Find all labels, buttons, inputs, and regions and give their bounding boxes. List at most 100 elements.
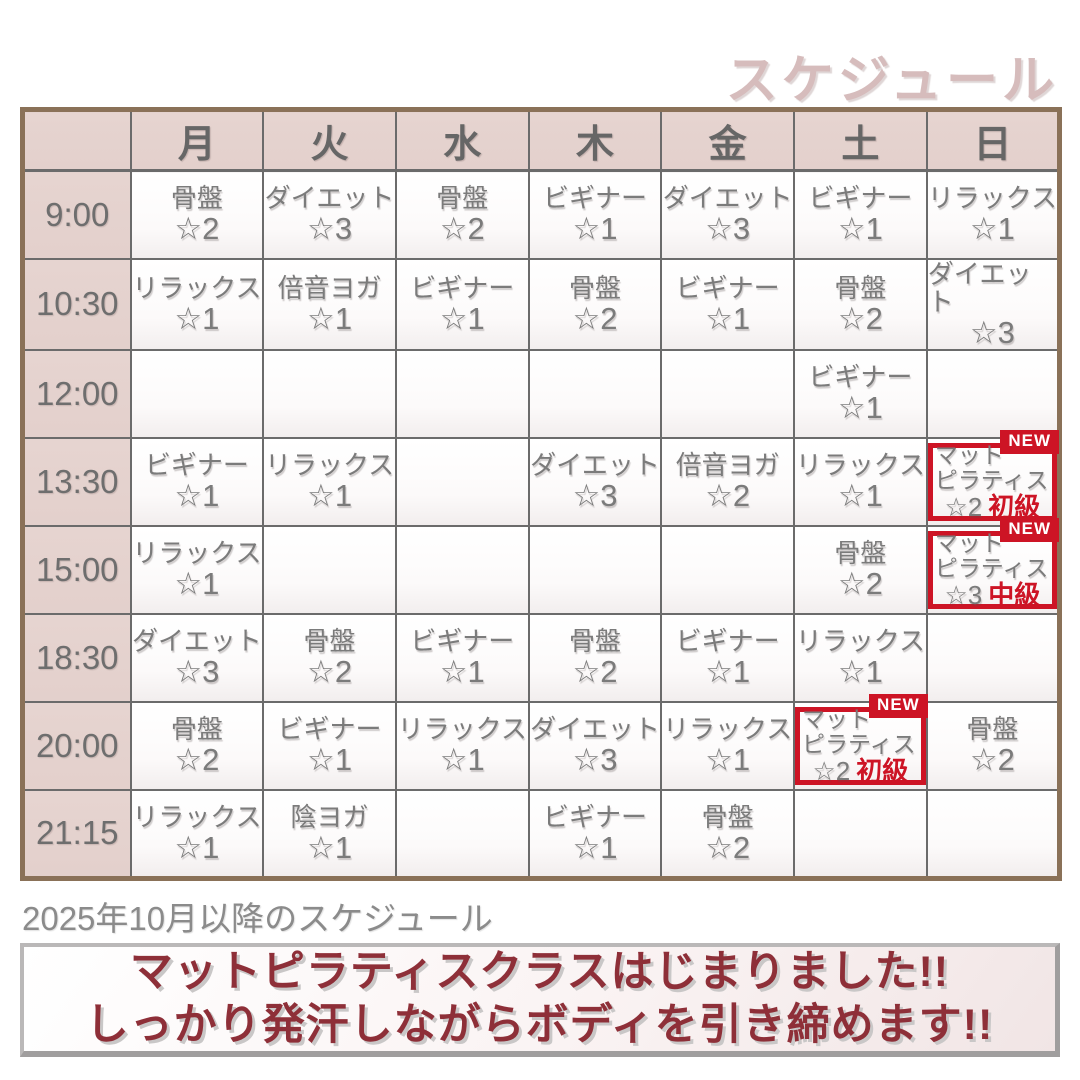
- class-cell: リラックス ☆1: [262, 437, 397, 528]
- class-name: マット: [802, 706, 872, 733]
- class-level: 初級: [988, 491, 1041, 522]
- class-stars: ☆3: [705, 211, 751, 247]
- class-stars: ☆1: [837, 654, 883, 690]
- class-cell: 骨盤 ☆2: [793, 257, 928, 352]
- class-name: 骨盤: [834, 538, 887, 569]
- class-name: ビギナー: [675, 272, 780, 303]
- class-name: ピラティス: [934, 467, 1049, 494]
- class-cell: ダイエット ☆3: [925, 257, 1061, 352]
- class-cell: 骨盤 ☆2: [527, 613, 663, 704]
- class-cell: ダイエット ☆3: [262, 169, 397, 260]
- class-name: ダイエット: [662, 182, 793, 213]
- promo-line-2: しっかり発汗しながらボディを引き締めます!!: [85, 1001, 994, 1049]
- class-cell: ビギナー ☆1: [793, 349, 928, 440]
- class-cell: ダイエット ☆3: [527, 437, 663, 528]
- class-name: リラックス: [264, 450, 395, 481]
- empty-cell: [262, 525, 397, 616]
- time-label: 15:00: [21, 525, 132, 616]
- schedule-body: 9:00 骨盤 ☆2 ダイエット ☆3 骨盤 ☆2 ビギナー ☆1 ダイエット ☆3 ビギナー ☆1 リラ…: [21, 169, 1061, 880]
- class-stars: ☆2: [705, 478, 751, 514]
- class-stars: ☆1: [705, 654, 751, 690]
- class-name: ダイエット: [264, 182, 395, 213]
- class-cell: NEW マット ピラティス ☆2 初級: [793, 694, 928, 792]
- page-title: スケジュール: [725, 52, 1058, 110]
- empty-cell: [394, 349, 530, 440]
- class-name: ダイエット: [530, 450, 660, 481]
- class-stars: ☆2: [307, 654, 353, 690]
- class-stars: ☆1: [174, 829, 220, 865]
- table-row: 13:30 ビギナー ☆1 リラックス ☆1 ダイエット ☆3 倍音ヨガ ☆2 リラックス ☆1 NE…: [21, 430, 1061, 528]
- class-cell: ビギナー ☆1: [660, 257, 796, 352]
- class-stars: ☆1: [572, 829, 618, 865]
- class-name: マット: [934, 442, 1004, 469]
- day-header: 水: [394, 108, 530, 172]
- class-name: リラックス: [397, 714, 527, 745]
- class-stars: ☆2: [837, 300, 883, 336]
- class-name: ビギナー: [808, 362, 913, 393]
- table-row: 18:30 ダイエット ☆3 骨盤 ☆2 ビギナー ☆1 骨盤 ☆2 ビギナー ☆1 リラックス ☆1: [21, 613, 1061, 704]
- promo-banner: マットピラティスクラスはじまりました!! しっかり発汗しながらボディを引き締めま…: [20, 943, 1060, 1057]
- class-stars: ☆1: [837, 478, 883, 514]
- class-name: 骨盤: [568, 626, 621, 657]
- class-stars: ☆2: [572, 654, 618, 690]
- schedule-caption: 2025年10月以降のスケジュール: [22, 900, 493, 937]
- day-header: 金: [660, 108, 796, 172]
- class-stars: ☆1: [439, 300, 485, 336]
- promo-line-1: マットピラティスクラスはじまりました!!: [129, 948, 950, 997]
- empty-cell: [527, 525, 663, 616]
- class-name: リラックス: [663, 714, 793, 745]
- class-name: ビギナー: [410, 626, 515, 657]
- class-name: 骨盤: [303, 626, 356, 657]
- class-cell: ビギナー ☆1: [527, 169, 663, 260]
- class-name: 倍音ヨガ: [277, 272, 382, 303]
- class-stars: ☆2: [439, 211, 485, 247]
- class-stars: ☆3: [572, 742, 618, 778]
- class-cell: 骨盤 ☆2: [394, 169, 530, 260]
- empty-cell: [925, 789, 1061, 880]
- class-cell: NEW マット ピラティス ☆2 初級: [925, 430, 1061, 528]
- class-name: ビギナー: [808, 182, 913, 213]
- class-stars: ☆1: [837, 390, 883, 426]
- class-name: 骨盤: [568, 272, 621, 303]
- class-stars: ☆1: [705, 300, 751, 336]
- class-stars: ☆2: [572, 300, 618, 336]
- class-stars: ☆2 初級: [812, 755, 909, 786]
- table-row: 15:00 リラックス ☆1 骨盤 ☆2 NEW マット ピラティス ☆3 中級: [21, 518, 1061, 616]
- time-label: 12:00: [21, 349, 132, 440]
- class-cell: ダイエット ☆3: [527, 701, 663, 792]
- new-badge: NEW: [869, 694, 928, 718]
- class-name: リラックス: [927, 182, 1057, 213]
- corner-cell: [21, 108, 132, 172]
- time-label: 10:30: [21, 257, 132, 352]
- class-name: リラックス: [132, 538, 262, 569]
- class-stars: ☆1: [174, 478, 220, 514]
- class-cell: 骨盤 ☆2: [793, 525, 928, 616]
- class-cell: ビギナー ☆1: [527, 789, 663, 880]
- new-badge: NEW: [1000, 430, 1059, 454]
- class-name: マット: [934, 530, 1004, 557]
- empty-cell: [925, 613, 1061, 704]
- class-cell: 骨盤 ☆2: [262, 613, 397, 704]
- table-row: 21:15 リラックス ☆1 陰ヨガ ☆1 ビギナー ☆1 骨盤 ☆2: [21, 789, 1061, 880]
- time-label: 13:30: [21, 437, 132, 528]
- class-cell: ビギナー ☆1: [262, 701, 397, 792]
- class-name: 骨盤: [170, 714, 223, 745]
- day-header: 日: [925, 108, 1061, 172]
- time-label: 20:00: [21, 701, 132, 792]
- class-name: 倍音ヨガ: [675, 450, 780, 481]
- class-name: リラックス: [795, 626, 925, 657]
- class-cell: 骨盤 ☆2: [660, 789, 796, 880]
- empty-cell: [660, 349, 796, 440]
- class-stars: ☆2: [705, 829, 751, 865]
- empty-cell: [660, 525, 796, 616]
- class-stars: ☆1: [969, 211, 1015, 247]
- class-stars: ☆1: [307, 300, 353, 336]
- class-stars: ☆3: [572, 478, 618, 514]
- class-name: ビギナー: [277, 714, 382, 745]
- class-name: リラックス: [132, 272, 262, 303]
- day-header: 木: [527, 108, 663, 172]
- class-cell: 骨盤 ☆2: [925, 701, 1061, 792]
- day-header-row: 月火水木金土日: [21, 108, 1061, 172]
- class-cell: ビギナー ☆1: [129, 437, 265, 528]
- time-label: 9:00: [21, 169, 132, 260]
